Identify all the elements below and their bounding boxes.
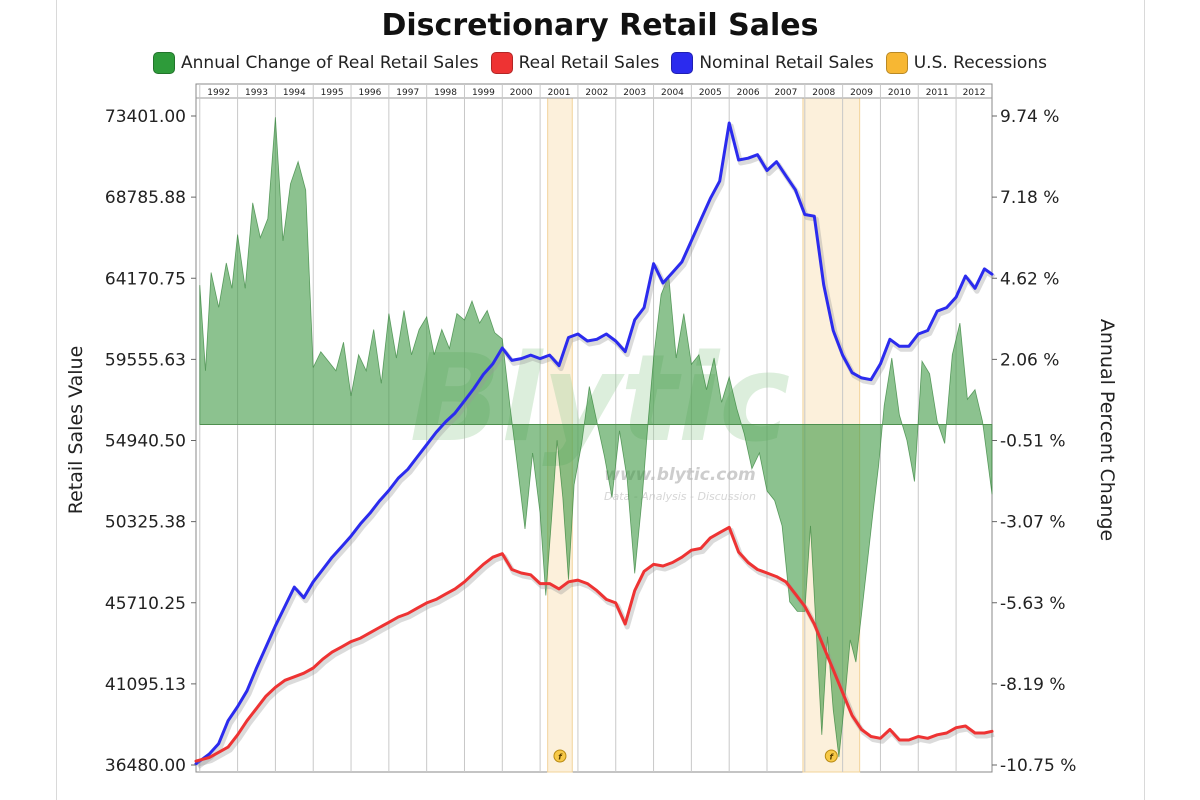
series-nominal-retail-sales-shadow bbox=[196, 123, 996, 769]
recession-marker-label-1: f bbox=[558, 753, 563, 762]
x-year-label-1998: 1998 bbox=[434, 88, 457, 98]
legend-label-nominal-sales: Nominal Retail Sales bbox=[699, 53, 874, 73]
y-right-tick-label-5: -3.07 % bbox=[1000, 513, 1066, 533]
x-year-label-2005: 2005 bbox=[699, 88, 722, 98]
x-year-label-2010: 2010 bbox=[888, 88, 911, 98]
y-left-tick-label-5: 50325.38 bbox=[105, 513, 186, 533]
y-right-axis-title: Annual Percent Change bbox=[1096, 319, 1118, 541]
x-year-label-2008: 2008 bbox=[812, 88, 835, 98]
y-left-tick-label-1: 68785.88 bbox=[105, 188, 186, 208]
y-right-tick-label-1: 7.18 % bbox=[1000, 188, 1059, 208]
legend-label-annual-change: Annual Change of Real Retail Sales bbox=[181, 53, 479, 73]
x-year-label-2004: 2004 bbox=[661, 88, 684, 98]
legend-item-recessions[interactable]: U.S. Recessions bbox=[885, 52, 1047, 74]
series-annual-change-area bbox=[199, 117, 993, 758]
recession-marker-1 bbox=[553, 749, 567, 763]
x-year-label-2001: 2001 bbox=[548, 88, 571, 98]
legend-label-real-sales: Real Retail Sales bbox=[518, 53, 660, 73]
x-year-label-2000: 2000 bbox=[510, 88, 533, 98]
y-left-tick-label-4: 54940.50 bbox=[105, 432, 186, 452]
x-year-label-1993: 1993 bbox=[245, 88, 268, 98]
series-nominal-retail-sales-line bbox=[194, 121, 994, 766]
x-year-label-2003: 2003 bbox=[623, 88, 646, 98]
y-left-tick-label-7: 41095.13 bbox=[105, 675, 186, 695]
y-left-tick-label-3: 59555.63 bbox=[105, 350, 186, 370]
legend-swatch-recessions bbox=[885, 52, 908, 74]
legend-item-nominal-sales[interactable]: Nominal Retail Sales bbox=[671, 52, 874, 74]
y-right-tick-label-0: 9.74 % bbox=[1000, 107, 1059, 127]
y-right-tick-label-8: -10.75 % bbox=[1000, 756, 1076, 776]
y-left-axis-title: Retail Sales Value bbox=[65, 346, 87, 515]
x-year-label-2012: 2012 bbox=[963, 88, 986, 98]
x-year-label-2011: 2011 bbox=[926, 88, 949, 98]
legend-swatch-real-sales bbox=[490, 52, 513, 74]
recession-marker-2 bbox=[824, 749, 838, 763]
y-right-tick-label-7: -8.19 % bbox=[1000, 675, 1066, 695]
x-year-label-1997: 1997 bbox=[396, 88, 419, 98]
y-right-tick-label-2: 4.62 % bbox=[1000, 269, 1059, 289]
frame-line-right bbox=[1144, 0, 1145, 800]
y-right-tick-label-6: -5.63 % bbox=[1000, 594, 1066, 614]
series-real-retail-sales-line bbox=[194, 525, 994, 763]
y-left-tick-label-8: 36480.00 bbox=[105, 756, 186, 776]
x-year-label-1999: 1999 bbox=[472, 88, 495, 98]
y-left-tick-label-0: 73401.00 bbox=[105, 107, 186, 127]
x-year-label-2006: 2006 bbox=[737, 88, 760, 98]
x-year-label-1995: 1995 bbox=[321, 88, 344, 98]
legend-swatch-nominal-sales bbox=[671, 52, 694, 74]
x-year-label-2002: 2002 bbox=[585, 88, 608, 98]
x-year-label-1994: 1994 bbox=[283, 88, 306, 98]
x-year-label-2009: 2009 bbox=[850, 88, 873, 98]
y-right-tick-label-3: 2.06 % bbox=[1000, 350, 1059, 370]
legend-swatch-annual-change bbox=[153, 52, 176, 74]
y-left-tick-label-2: 64170.75 bbox=[105, 269, 186, 289]
legend-item-real-sales[interactable]: Real Retail Sales bbox=[490, 52, 660, 74]
x-year-label-2007: 2007 bbox=[774, 88, 797, 98]
y-left-tick-label-6: 45710.25 bbox=[105, 594, 186, 614]
watermark-tagline: Data - Analysis - Discussion bbox=[604, 490, 756, 503]
legend: Annual Change of Real Retail Sales Real … bbox=[0, 50, 1200, 76]
recession-marker-label-2: f bbox=[830, 753, 835, 762]
legend-item-annual-change[interactable]: Annual Change of Real Retail Sales bbox=[153, 52, 479, 74]
frame-line-left bbox=[56, 0, 57, 800]
x-year-label-1996: 1996 bbox=[358, 88, 381, 98]
legend-label-recessions: U.S. Recessions bbox=[913, 53, 1047, 73]
y-right-tick-label-4: -0.51 % bbox=[1000, 432, 1066, 452]
x-year-label-1992: 1992 bbox=[207, 88, 230, 98]
chart-title: Discretionary Retail Sales bbox=[381, 8, 819, 43]
